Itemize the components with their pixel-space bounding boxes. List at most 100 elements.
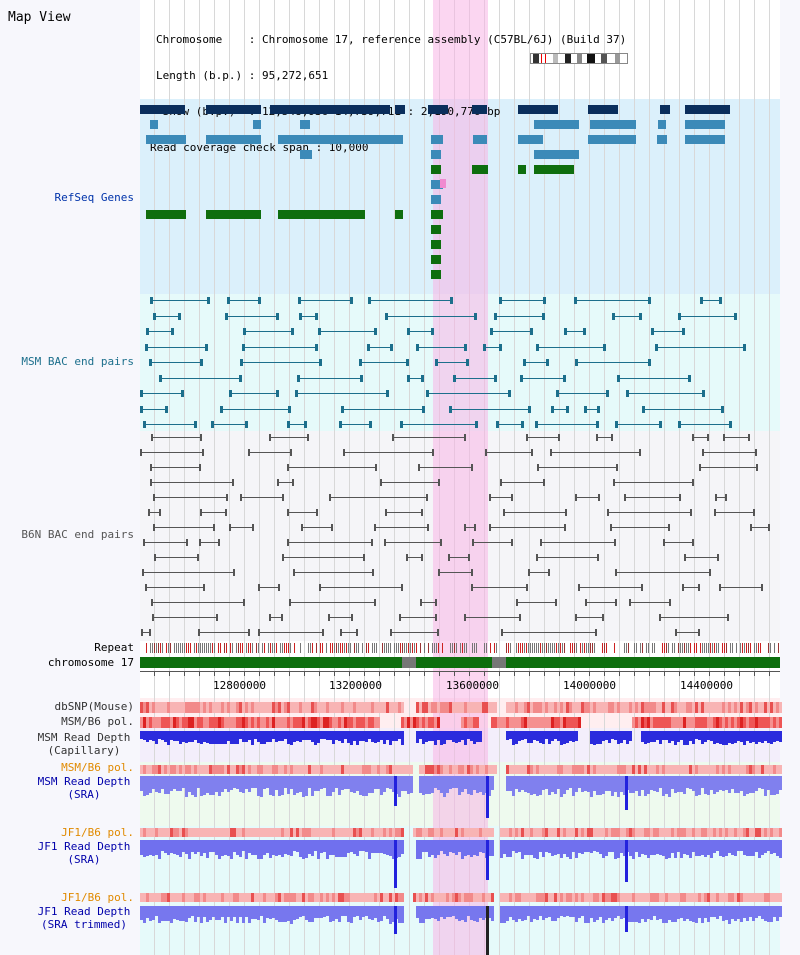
heat-cell [749,893,752,902]
depth-bar [575,906,578,922]
depth-bar [650,776,653,791]
heat-cell [200,702,203,713]
heat-cell [140,765,143,774]
heat-cell [701,717,704,728]
heat-cell [758,717,761,728]
heat-cell [665,765,668,774]
depth-bar [449,906,452,918]
msm-bac-pair [148,362,204,363]
heat-cell [596,702,599,713]
heat-cell [155,828,158,837]
heat-cell [686,717,689,728]
label-line: (SRA trimmed) [40,918,128,931]
heat-cell [635,717,638,728]
heat-cell [275,765,278,774]
heat-cell [680,702,683,713]
repeat-mark [348,643,349,653]
depth-bar [530,906,533,922]
heat-cell [341,893,344,902]
grid-line [664,0,665,955]
heat-cell [608,702,611,713]
heat-cell [176,828,179,837]
depth-bar [569,906,572,917]
heat-cell [650,717,653,728]
heat-cell [608,893,611,902]
repeat-mark [434,643,435,653]
depth-bar [245,776,248,790]
depth-bar [659,776,662,789]
b6n-bac-end [405,554,408,561]
heat-cell [419,828,422,837]
highlight-region[interactable] [433,0,488,955]
repeat-mark [276,643,277,653]
depth-bar [713,840,716,854]
heat-cell [212,893,215,902]
msm-bac-end [350,297,354,304]
depth-bar [284,731,287,740]
heat-cell [560,702,563,713]
depth-bar [533,731,536,741]
depth-bar [653,840,656,856]
heat-cell [590,702,593,713]
b6n-bac-pair [268,617,284,618]
grid-line [319,0,320,955]
depth-bar [611,906,614,921]
depth-bar [233,840,236,853]
b6n-bac-end [417,464,420,471]
heat-cell [728,702,731,713]
depth-bar [377,906,380,923]
msm-bac-end [422,405,426,413]
heat-cell [326,717,329,728]
depth-bar [779,906,782,918]
heat-cell [656,893,659,902]
msm-bac-end [639,312,643,320]
repeat-mark [662,643,663,653]
heat-cell [767,765,770,774]
depth-bar [227,906,230,917]
depth-bar [311,840,314,856]
depth-bar [689,731,692,742]
b6n-bac-end [242,599,245,606]
heat-cell [764,765,767,774]
heat-cell [386,765,389,774]
depth-bar [596,906,599,921]
depth-bar [419,731,422,740]
depth-bar [638,840,641,857]
depth-bar [515,840,518,854]
depth-bar [608,906,611,919]
depth-bar [245,906,248,918]
b6n-bac-end [539,539,542,546]
depth-bar [209,906,212,921]
chromosome-bar[interactable] [140,657,780,668]
msm-bac-pair [482,346,502,348]
heat-cell [671,702,674,713]
depth-bar [248,840,251,853]
depth-bar [584,776,587,792]
heat-cell [317,702,320,713]
depth-bar [467,731,470,740]
heat-cell [773,893,776,902]
msm-bac-end [614,421,618,428]
msm-bac-end [366,343,370,351]
depth-bar [416,906,419,918]
repeat-mark [442,643,443,653]
heat-cell [428,765,431,774]
depth-bar [533,906,536,919]
depth-bar [749,906,752,918]
chromosome-ideogram[interactable] [530,53,628,64]
depth-bar [200,731,203,745]
repeat-mark [356,643,357,653]
repeat-mark [438,643,439,653]
b6n-bac-end [536,464,539,471]
msm-bac-pair [654,346,746,348]
heat-cell [734,702,737,713]
heat-cell [344,765,347,774]
repeat-mark [520,643,521,653]
b6n-bac-pair [675,632,701,633]
heat-cell [215,765,218,774]
depth-bar [629,906,632,922]
depth-bar [767,906,770,922]
depth-bar [473,906,476,922]
heat-cell [314,765,317,774]
heat-cell [566,717,569,728]
